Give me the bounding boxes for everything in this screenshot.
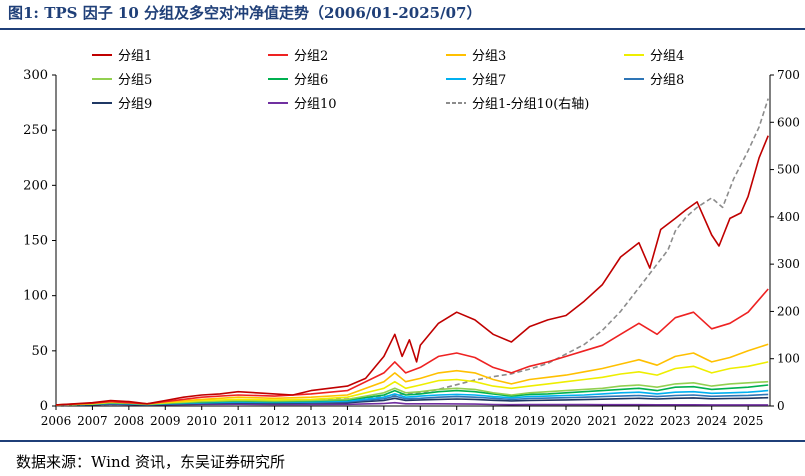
legend-label: 分组1 bbox=[118, 49, 152, 64]
x-tick-label: 2022 bbox=[624, 414, 655, 428]
y-tick-label-right: 600 bbox=[777, 115, 800, 129]
y-tick-label-right: 500 bbox=[777, 163, 800, 177]
legend-label: 分组2 bbox=[294, 49, 328, 64]
x-tick-label: 2015 bbox=[369, 414, 400, 428]
x-tick-label: 2023 bbox=[660, 414, 691, 428]
legend-label: 分组8 bbox=[650, 73, 684, 88]
y-tick-label-left: 50 bbox=[31, 344, 48, 359]
y-tick-label-left: 0 bbox=[40, 399, 48, 414]
axes: 0 50 100 150 200 250 300 0 100 200 300 400 500 600 700… bbox=[23, 68, 800, 428]
y-tick-label-right: 100 bbox=[777, 352, 800, 366]
series-line bbox=[55, 135, 769, 406]
y-tick-label-right: 300 bbox=[777, 257, 800, 271]
x-tick-label: 2017 bbox=[441, 414, 472, 428]
x-tick-label: 2010 bbox=[186, 414, 217, 428]
y-tick-label-left: 100 bbox=[23, 289, 48, 304]
x-tick-label: 2025 bbox=[733, 414, 764, 428]
y-tick-label-left: 300 bbox=[23, 68, 48, 83]
x-tick-label: 2014 bbox=[332, 414, 363, 428]
legend-label: 分组9 bbox=[118, 97, 152, 112]
x-tick-label: 2016 bbox=[405, 414, 436, 428]
x-tick-label: 2008 bbox=[114, 414, 145, 428]
x-tick-label: 2007 bbox=[77, 414, 108, 428]
x-tick-label: 2006 bbox=[41, 414, 72, 428]
legend-label: 分组1-分组10(右轴) bbox=[472, 97, 589, 112]
x-tick-label: 2013 bbox=[296, 414, 327, 428]
x-tick-label: 2011 bbox=[223, 414, 254, 428]
y-tick-label-right: 400 bbox=[777, 210, 800, 224]
legend-label: 分组3 bbox=[472, 49, 506, 64]
legend-label: 分组4 bbox=[650, 49, 684, 64]
page-title: 图1: TPS 因子 10 分组及多空对冲净值走势（2006/01-2025/0… bbox=[8, 4, 482, 22]
x-tick-label: 2024 bbox=[696, 414, 727, 428]
y-tick-label-left: 200 bbox=[23, 178, 48, 193]
y-tick-label-right: 200 bbox=[777, 304, 800, 318]
legend-label: 分组6 bbox=[294, 73, 328, 88]
y-tick-label-right: 700 bbox=[777, 68, 800, 82]
x-tick-label: 2021 bbox=[587, 414, 618, 428]
source-note: 数据来源：Wind 资讯，东吴证券研究所 bbox=[16, 453, 285, 471]
x-tick-label: 2018 bbox=[478, 414, 509, 428]
series-line bbox=[55, 98, 769, 407]
y-tick-label-left: 250 bbox=[23, 123, 48, 138]
legend-label: 分组10 bbox=[294, 97, 337, 112]
legend-label: 分组5 bbox=[118, 73, 152, 88]
legend-label: 分组7 bbox=[472, 73, 506, 88]
series-line bbox=[55, 343, 769, 406]
x-tick-label: 2019 bbox=[514, 414, 545, 428]
y-tick-label-right: 0 bbox=[777, 399, 785, 413]
x-tick-label: 2020 bbox=[551, 414, 582, 428]
footer-divider bbox=[0, 440, 805, 442]
series-line bbox=[55, 361, 769, 406]
x-tick-label: 2009 bbox=[150, 414, 181, 428]
legend: 分组1 分组2 分组3 分组4 分组5 分组6 分组7 分组8 分组9 分组10 分组1-分组10(… bbox=[92, 49, 684, 112]
series-line bbox=[55, 288, 769, 406]
y-tick-label-left: 150 bbox=[23, 234, 48, 249]
title-divider bbox=[0, 28, 805, 30]
x-tick-label: 2012 bbox=[259, 414, 290, 428]
series-lines bbox=[55, 98, 769, 407]
